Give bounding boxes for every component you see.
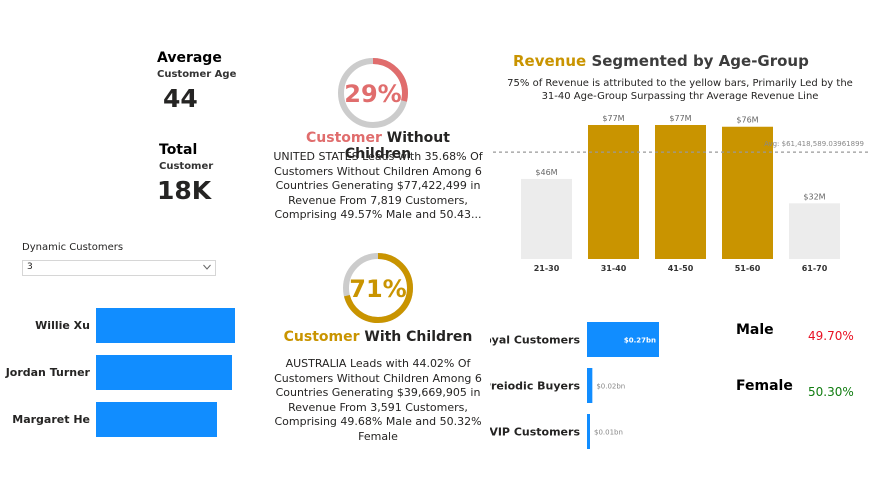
segment-bar[interactable] <box>587 414 590 449</box>
revenue-category-label: 61-70 <box>802 264 828 273</box>
revenue-data-label: $32M <box>803 192 825 201</box>
female-percent: 50.30% <box>808 385 854 399</box>
revenue-bar[interactable] <box>655 125 706 259</box>
avg-age-heading: Average <box>157 50 222 66</box>
total-customer-value: 18K <box>157 176 212 205</box>
donut-with-description: AUSTRALIA Leads with 44.02% Of Customers… <box>274 357 482 443</box>
revenue-data-label: $77M <box>669 114 691 123</box>
customer-bar[interactable] <box>96 355 233 390</box>
segment-data-label: $0.27bn <box>624 337 656 345</box>
donut-with-children: 71% <box>343 253 413 323</box>
segment-bar[interactable] <box>587 368 593 403</box>
revenue-chart-title: Revenue Segmented by Age-Group <box>513 52 809 70</box>
customer-name: Willie Xu <box>35 319 90 332</box>
customer-bar[interactable] <box>96 402 217 437</box>
revenue-data-label: $77M <box>602 114 624 123</box>
revenue-data-label: $46M <box>535 168 557 177</box>
donut-arc <box>338 58 408 128</box>
total-customer-heading: Total <box>159 142 198 158</box>
revenue-age-group-chart: $46M 21-30 $77M 31-40 $77M 41-50 $76M 51-60 $32M… <box>493 114 870 273</box>
donut-without-title-accent: Customer <box>306 130 382 146</box>
revenue-category-label: 21-30 <box>534 264 560 273</box>
revenue-bar[interactable] <box>789 203 840 259</box>
donut-with-title-accent: Customer <box>283 329 360 345</box>
donut-percent-label: 71% <box>349 275 406 303</box>
donut-without-title-rest: Without Children <box>344 130 450 162</box>
segment-label: Preiodic Buyers <box>490 380 580 393</box>
revenue-category-label: 51-60 <box>735 264 761 273</box>
total-customer-subheading: Customer <box>159 161 214 172</box>
dynamic-customers-label: Dynamic Customers <box>22 242 124 253</box>
avg-age-value: 44 <box>163 84 198 113</box>
donut-without-description: UNITED STATES Leads with 35.68% Of Custo… <box>273 150 483 221</box>
revenue-category-label: 31-40 <box>601 264 627 273</box>
donut-without-title: Customer Without Children <box>272 130 484 162</box>
customer-name: Margaret He <box>12 413 90 426</box>
dropdown-selected-value: 3 <box>27 262 33 272</box>
male-label: Male <box>736 322 774 338</box>
customer-name: Jordan Turner <box>5 366 90 379</box>
revenue-chart-subtitle: 75% of Revenue is attributed to the yell… <box>507 78 853 102</box>
revenue-chart-title-accent: Revenue <box>513 52 587 70</box>
segment-data-label: $0.02bn <box>596 383 625 391</box>
donut-percent-label: 29% <box>344 80 401 108</box>
segment-data-label: $0.01bn <box>594 429 623 437</box>
donut-arc <box>343 253 413 323</box>
donut-with-title-rest: With Children <box>359 329 473 345</box>
avg-age-subheading: Customer Age <box>157 69 237 80</box>
customer-segment-chart: Loyal Customers $0.27bn Preiodic Buyers $0.… <box>490 322 659 449</box>
segment-bar[interactable] <box>587 322 659 357</box>
segment-label: VIP Customers <box>490 426 580 439</box>
segment-label: Loyal Customers <box>490 334 580 347</box>
revenue-bar[interactable] <box>722 126 773 259</box>
female-label: Female <box>736 378 793 394</box>
top-customers-chart: Willie Xu Jordan Turner Margaret He <box>0 300 240 440</box>
donut-without-children: 29% <box>338 58 408 128</box>
dynamic-customers-dropdown[interactable]: 3 <box>22 260 216 276</box>
male-percent: 49.70% <box>808 329 854 343</box>
average-reference-label: Avg: $61,418,589.03961899 <box>764 140 864 148</box>
revenue-data-label: $76M <box>736 116 758 125</box>
chevron-down-icon <box>203 264 211 270</box>
revenue-category-label: 41-50 <box>668 264 694 273</box>
revenue-bar[interactable] <box>588 125 639 259</box>
donut-with-title: Customer With Children <box>272 329 484 345</box>
revenue-chart-title-rest: Segmented by Age-Group <box>586 52 809 70</box>
customer-bar[interactable] <box>96 308 235 343</box>
revenue-bar[interactable] <box>521 178 572 259</box>
